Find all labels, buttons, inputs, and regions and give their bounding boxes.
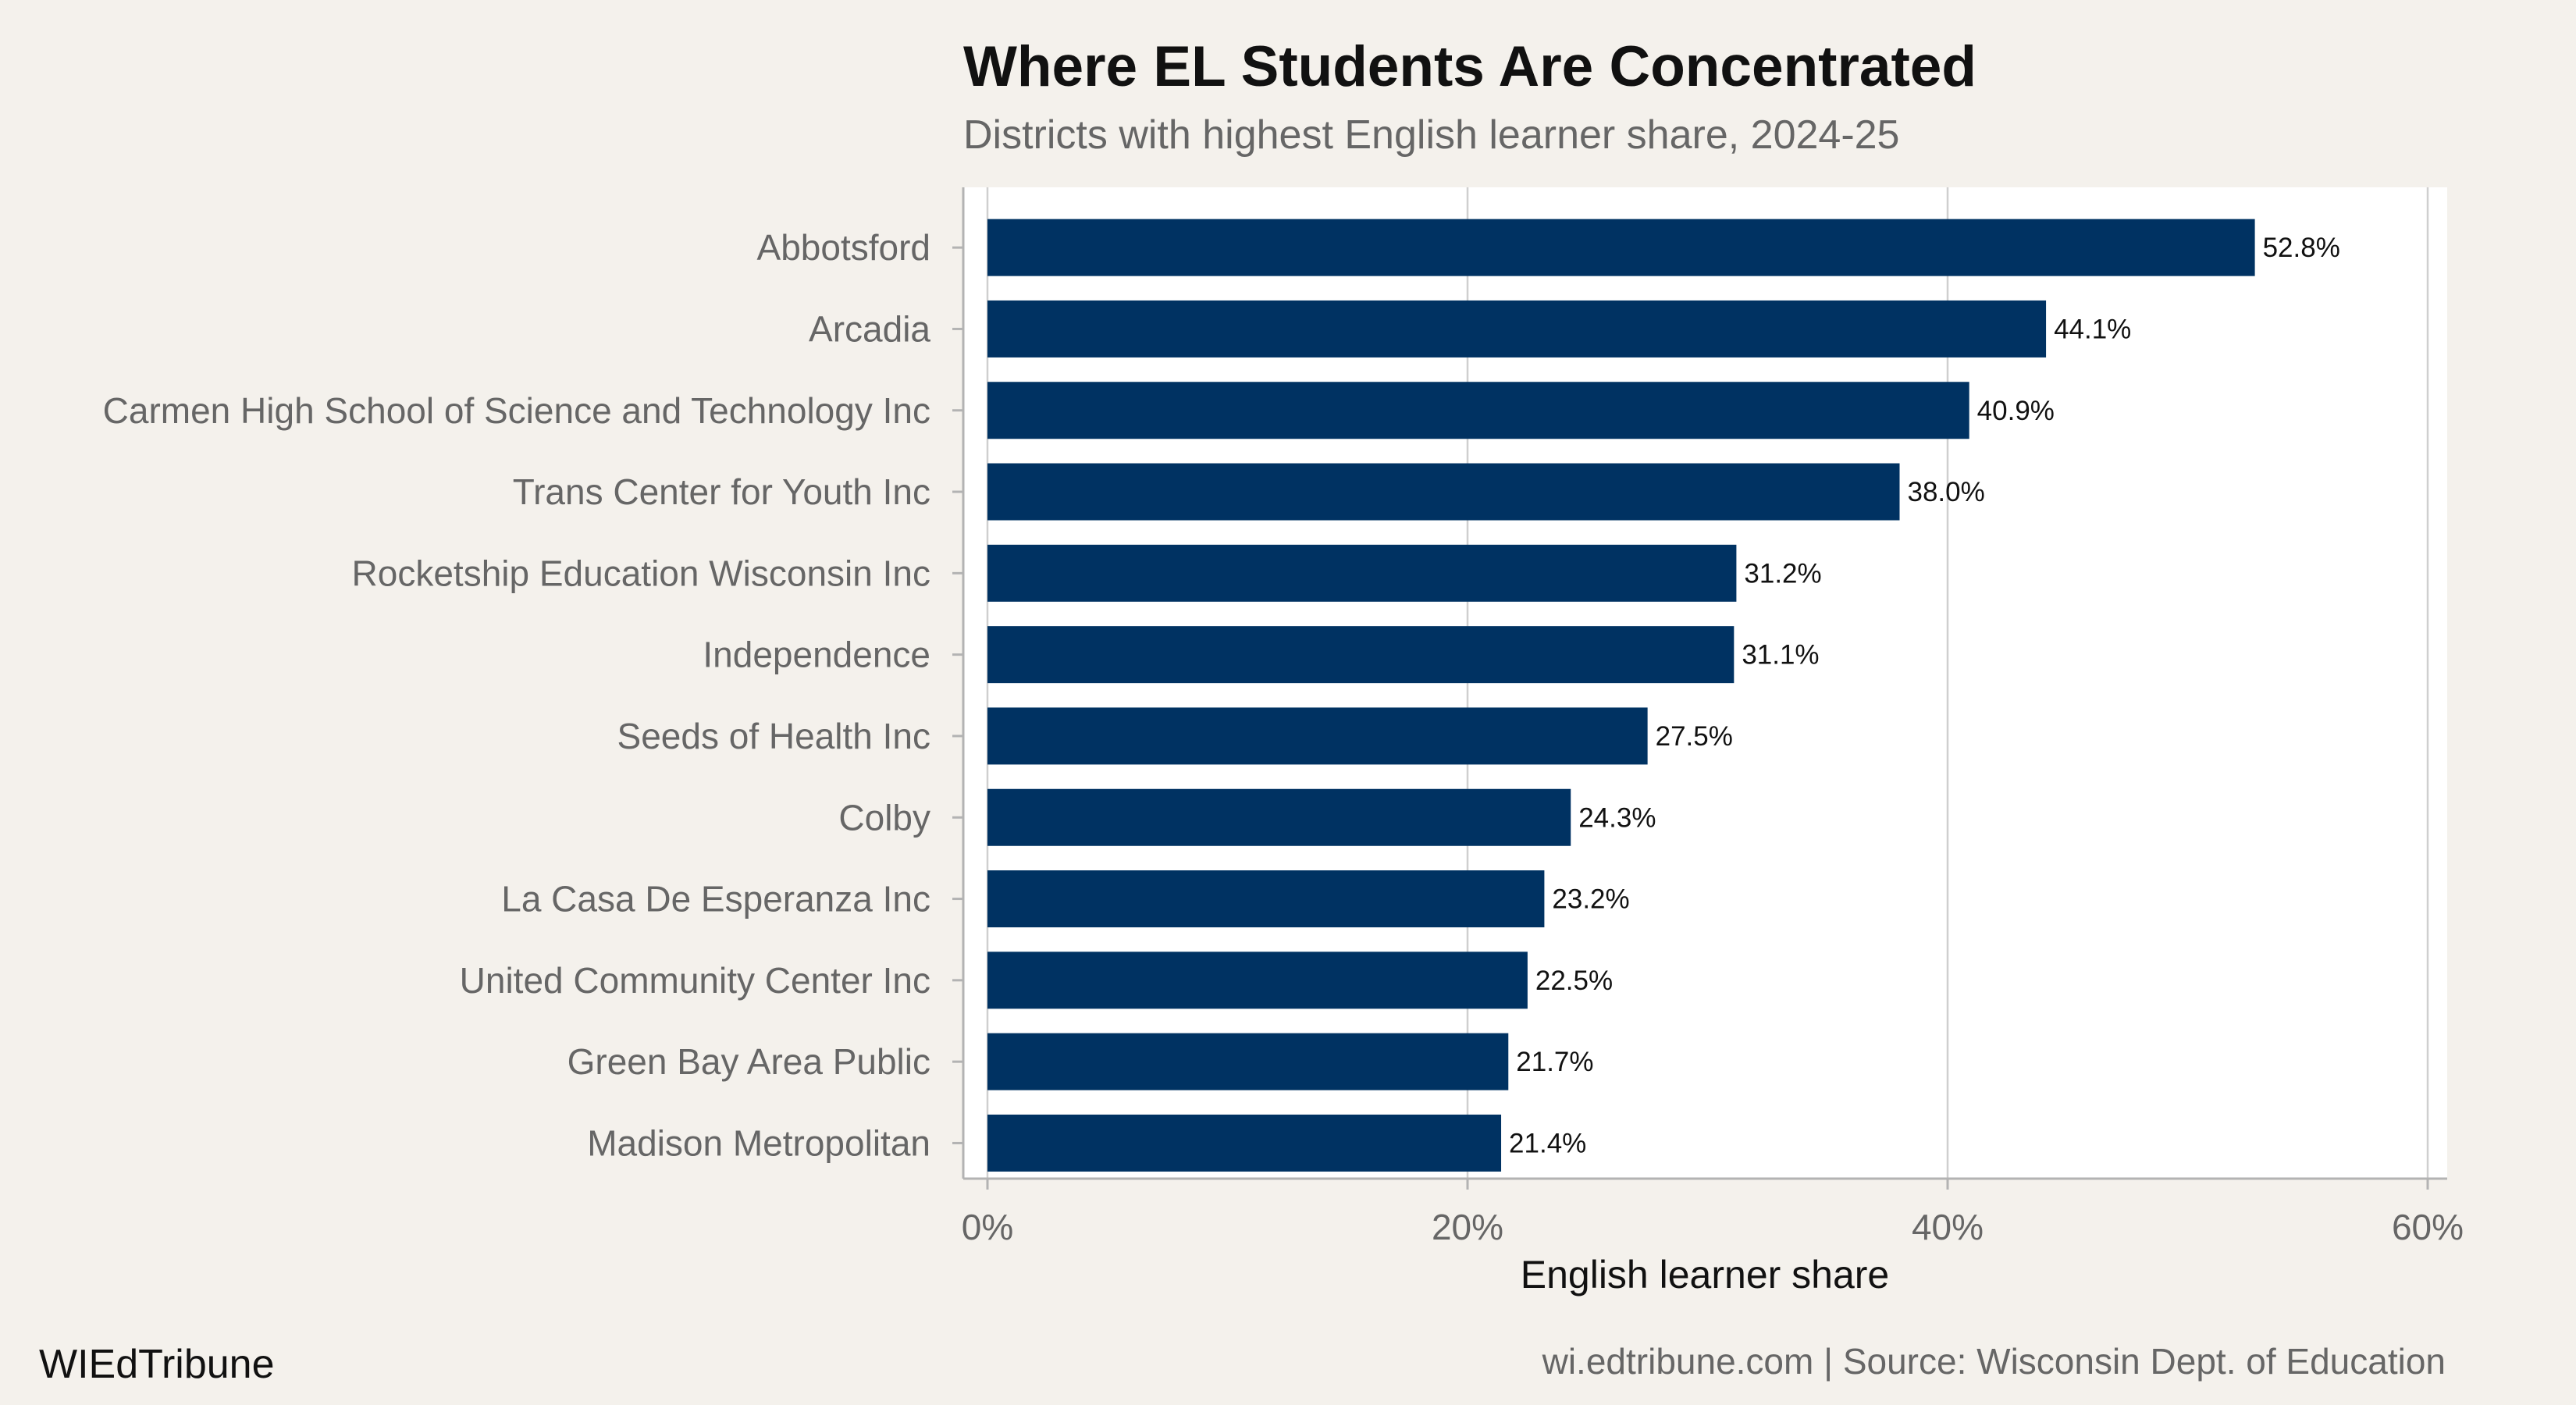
x-tick-label: 60% xyxy=(2392,1207,2464,1247)
chart-subtitle: Districts with highest English learner s… xyxy=(963,112,1899,158)
chart-title: Where EL Students Are Concentrated xyxy=(963,35,1976,98)
category-label: Colby xyxy=(838,797,930,838)
x-tick-label: 0% xyxy=(962,1207,1013,1247)
bar xyxy=(987,626,1735,684)
category-label: Trans Center for Youth Inc xyxy=(513,471,930,512)
bar xyxy=(987,1114,1502,1172)
data-label: 44.1% xyxy=(2054,314,2131,344)
category-label: United Community Center Inc xyxy=(460,960,930,1001)
bar xyxy=(987,788,1571,846)
bar xyxy=(987,870,1545,928)
category-label: Green Bay Area Public xyxy=(568,1041,930,1082)
category-label: Madison Metropolitan xyxy=(587,1122,930,1163)
category-label: Arcadia xyxy=(809,308,930,349)
data-label: 27.5% xyxy=(1656,721,1733,752)
footer-source: wi.edtribune.com | Source: Wisconsin Dep… xyxy=(1542,1341,2446,1382)
data-label: 24.3% xyxy=(1578,802,1656,833)
bar xyxy=(987,219,2255,276)
x-tick-label: 20% xyxy=(1432,1207,1503,1247)
footer-brand: WIEdTribune xyxy=(39,1342,275,1387)
x-axis-ticks: 0% 20% 40% 60% xyxy=(962,1179,2464,1247)
data-label: 31.1% xyxy=(1742,640,1819,670)
data-label: 40.9% xyxy=(1977,396,2055,426)
data-labels: 52.8% 44.1% 40.9% 38.0% 31.2% 31.1% 27.5% 24.3%… xyxy=(1509,233,2340,1158)
bar xyxy=(987,1033,1509,1090)
bar xyxy=(987,300,2047,357)
category-label: Independence xyxy=(703,635,930,675)
category-label: Rocketship Education Wisconsin Inc xyxy=(352,553,930,593)
data-label: 21.7% xyxy=(1516,1047,1593,1077)
bar xyxy=(987,463,1900,521)
bar xyxy=(987,382,1969,439)
bar xyxy=(987,707,1648,765)
x-axis-title: English learner share xyxy=(1521,1253,1890,1297)
category-label: Abbotsford xyxy=(757,227,930,268)
category-label: La Casa De Esperanza Inc xyxy=(501,879,930,919)
data-label: 23.2% xyxy=(1552,884,1629,915)
data-label: 52.8% xyxy=(2263,233,2340,263)
category-label: Carmen High School of Science and Techno… xyxy=(103,390,930,431)
category-label: Seeds of Health Inc xyxy=(617,716,930,756)
bar xyxy=(987,544,1737,602)
data-label: 38.0% xyxy=(1908,477,1985,507)
x-tick-label: 40% xyxy=(1912,1207,1984,1247)
data-label: 31.2% xyxy=(1744,558,1821,589)
data-label: 22.5% xyxy=(1535,966,1613,996)
bar xyxy=(987,951,1528,1009)
category-labels: Abbotsford Arcadia Carmen High School of S… xyxy=(103,227,963,1163)
data-label: 21.4% xyxy=(1509,1128,1586,1158)
bars xyxy=(987,219,2255,1172)
